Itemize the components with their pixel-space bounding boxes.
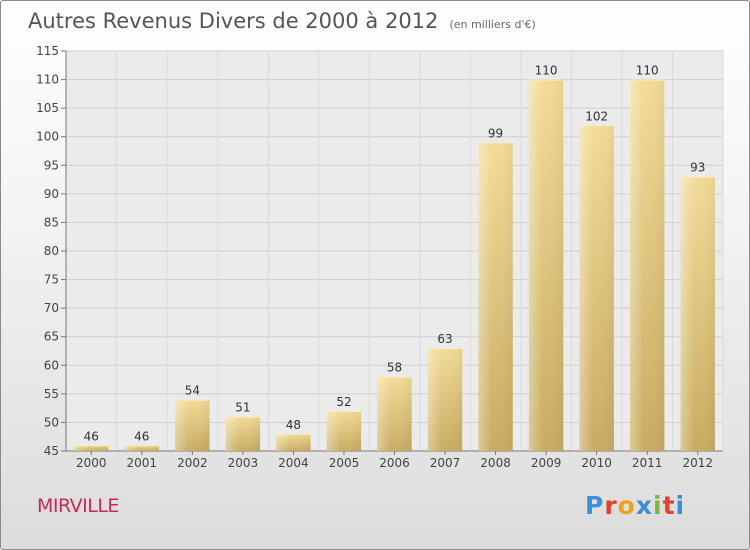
x-tick-label: 2009 (531, 456, 562, 470)
logo-letter: t (662, 491, 676, 520)
bar-shade-2008 (478, 142, 513, 451)
value-label: 46 (134, 429, 149, 443)
proxiti-logo[interactable]: Proxiti (585, 491, 685, 520)
x-tick-label: 2004 (278, 456, 309, 470)
logo-letter: P (585, 491, 605, 520)
bar-shade-2007 (427, 348, 463, 451)
label-layer: 46 2000 46 2001 54 2002 51 2003 48 2004 52 2005 58 20… (76, 64, 713, 470)
bar-shade-2010 (579, 125, 614, 452)
title-row: Autres Revenus Divers de 2000 à 2012 (en… (28, 9, 536, 33)
x-tick-label: 2008 (480, 456, 511, 470)
chart-title: Autres Revenus Divers de 2000 à 2012 (28, 9, 439, 33)
y-tick-label: 80 (44, 244, 59, 258)
y-tick-label: 100 (36, 130, 59, 144)
bar-shade-2006 (377, 376, 412, 451)
bar-shade-2001 (124, 445, 159, 451)
x-tick-label: 2011 (632, 456, 663, 470)
bar-shade-2012 (680, 176, 715, 451)
x-tick-label: 2006 (379, 456, 410, 470)
x-tick-label: 2002 (177, 456, 208, 470)
logo-letter: o (617, 491, 636, 520)
value-label: 93 (690, 161, 705, 175)
y-tick-label: 60 (44, 358, 59, 372)
logo-letter: i (653, 491, 663, 520)
y-tick-label: 95 (44, 158, 59, 172)
bar-shade-2004 (276, 433, 311, 451)
logo-letter: i (675, 491, 686, 520)
value-label: 63 (437, 332, 452, 346)
y-tick-label: 55 (44, 387, 59, 401)
y-tick-label: 50 (44, 415, 59, 429)
chart-subtitle: (en milliers d'€) (449, 18, 536, 31)
y-tick-label: 90 (44, 187, 59, 201)
place-name: MIRVILLE (37, 495, 119, 517)
x-tick-label: 2000 (76, 456, 107, 470)
logo-letter: r (604, 491, 618, 520)
value-label: 110 (636, 64, 659, 78)
y-tick-label: 110 (36, 73, 59, 87)
value-label: 46 (84, 429, 99, 443)
x-tick-label: 2007 (430, 456, 461, 470)
bar-shade-2011 (630, 79, 665, 452)
value-label: 54 (185, 384, 200, 398)
bar-shade-2000 (74, 445, 109, 451)
x-tick-label: 2010 (581, 456, 612, 470)
x-tick-label: 2001 (127, 456, 158, 470)
value-label: 52 (336, 395, 351, 409)
y-tick-label: 65 (44, 330, 59, 344)
value-label: 99 (488, 126, 503, 140)
bar-shade-2003 (225, 416, 261, 451)
bar-shade-2009 (528, 79, 564, 452)
y-tick-label: 115 (36, 44, 59, 58)
value-label: 102 (585, 109, 608, 123)
value-label: 110 (535, 64, 558, 78)
y-tick-label: 85 (44, 215, 59, 229)
y-tick-label: 45 (44, 444, 59, 458)
x-tick-label: 2012 (682, 456, 713, 470)
x-tick-label: 2003 (228, 456, 259, 470)
logo-letter: x (635, 491, 653, 520)
value-label: 48 (286, 418, 301, 432)
bar-shade-2002 (175, 399, 210, 451)
y-tick-label: 75 (44, 273, 59, 287)
bar-layer (74, 79, 715, 452)
value-label: 51 (235, 401, 250, 415)
value-label: 58 (387, 361, 402, 375)
y-tick-label: 70 (44, 301, 59, 315)
bar-shade-2005 (326, 411, 362, 451)
y-tick-label: 105 (36, 101, 59, 115)
x-tick-label: 2005 (329, 456, 360, 470)
